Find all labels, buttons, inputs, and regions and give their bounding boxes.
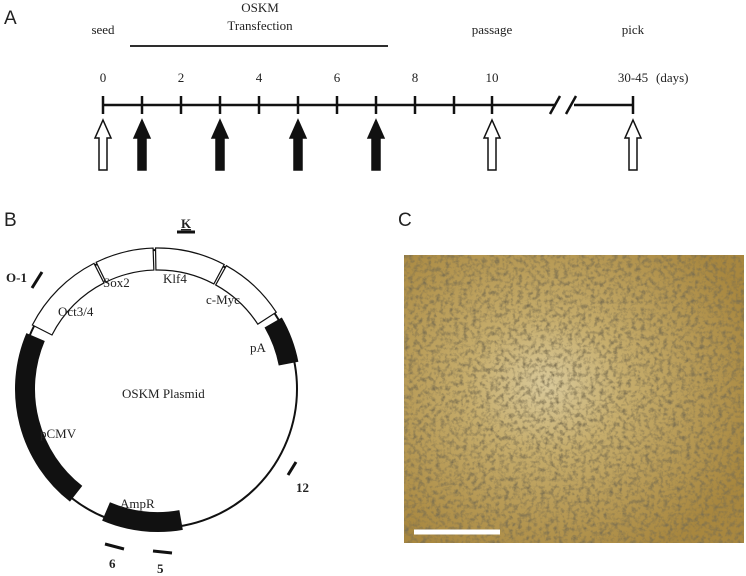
gene-label: AmpR [120,496,155,511]
event-arrow [93,118,113,171]
transfection-arrow [288,118,308,171]
event-arrow [623,118,643,171]
passage-label: passage [472,22,513,37]
site-mark [286,461,298,476]
panel-label: A [4,8,17,29]
site-mark [30,271,44,289]
site-mark [152,549,173,555]
site-label: 12 [296,480,309,495]
gene-label: pCMV [40,426,77,441]
gene-box [154,247,226,285]
timeline [101,95,635,115]
seed-label: seed [91,22,115,37]
unit-label: (days) [656,70,689,85]
panel-label: C [398,210,412,231]
plasmid-map [15,247,299,532]
day-label: 8 [412,70,419,85]
gene-label: Sox2 [103,275,130,290]
site-label: 6 [109,556,116,571]
gene-label: pA [250,340,267,355]
day-label: 6 [334,70,341,85]
gene-box [31,262,105,336]
transfection-arrow [210,118,230,171]
gene-label: Oct3/4 [58,304,94,319]
day-label: 2 [178,70,185,85]
element-block [264,317,299,366]
event-arrow [482,118,502,171]
gene-box [95,247,155,283]
day-label: 4 [256,70,263,85]
day-label: 10 [486,70,499,85]
gene-box [214,264,278,326]
transfection-arrow [366,118,386,171]
transfection-arrow [132,118,152,171]
gene-label: c-Myc [206,292,240,307]
plasmid-title: OSKM Plasmid [122,386,205,401]
day-label: 30-45 [618,70,648,85]
micrograph [404,255,744,543]
site-mark [104,542,125,551]
gene-label: Klf4 [163,271,187,286]
day-label: 0 [100,70,107,85]
site-label: K [181,216,192,231]
site-label: 5 [157,561,164,576]
panel-label: B [4,210,17,231]
element-block [102,502,183,532]
pick-label: pick [622,22,645,37]
site-label: O-1 [6,270,27,285]
transfection-label: Transfection [227,18,293,33]
transfection-label: OSKM [241,0,279,15]
element-block [15,333,83,502]
